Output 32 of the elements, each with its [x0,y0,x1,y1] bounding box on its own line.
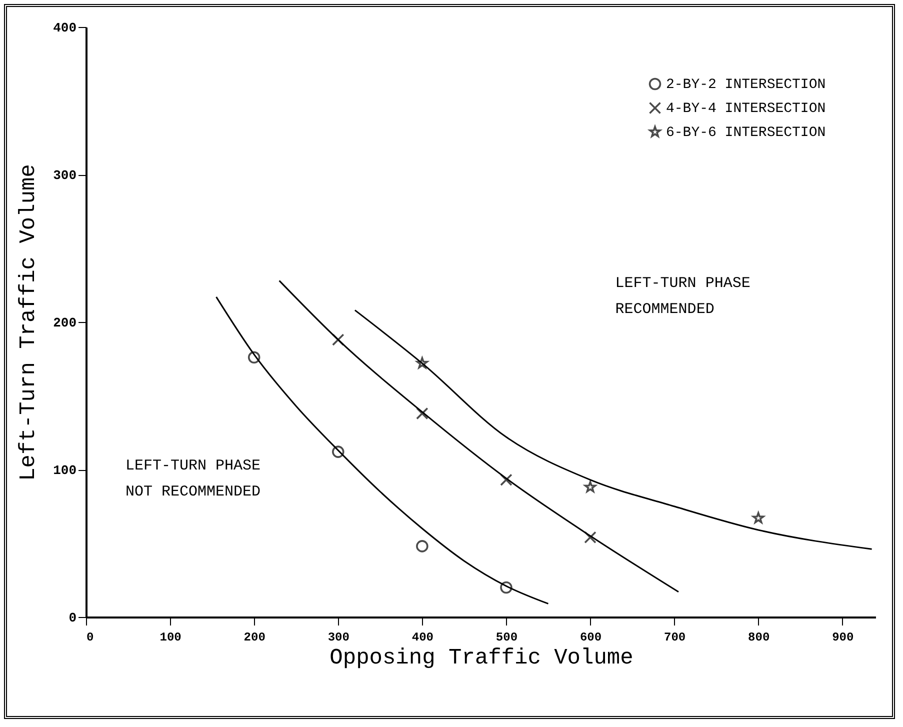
x-tick-label: 600 [580,630,602,644]
annotation: LEFT-TURN PHASE RECOMMENDED [615,274,750,318]
point [416,540,428,552]
x-tick-label: 900 [832,630,854,644]
y-tick-label: 200 [53,316,77,330]
y-tick-label: 400 [53,20,77,36]
point [584,481,596,492]
x-axis-title: Opposing Traffic Volume [330,646,634,670]
y-tick-label: 0 [68,610,77,626]
x-tick-label: 400 [412,630,434,644]
point [500,581,512,594]
x-tick-label: 500 [496,630,518,644]
point [500,474,512,486]
x-tick-label: 800 [748,630,770,644]
x-tick-label: 100 [160,630,182,644]
x-tick-label: 0 [86,630,94,644]
x-tick-label: 700 [664,630,686,644]
point [248,351,260,364]
legend-label: 6-BY-6 INTERSECTION [666,125,826,141]
y-tick-label: 100 [53,463,77,478]
point [416,357,428,368]
point [332,334,344,346]
point [416,407,428,420]
y-tick-label: 300 [53,168,77,183]
point [332,446,344,458]
legend-label: 4-BY-4 INTERSECTION [666,101,826,117]
y-axis-title: Left-Turn Traffic Volume [16,164,42,481]
x-tick-label: 300 [328,630,350,644]
point [584,531,596,544]
legend-label: 2-BY-2 INTERSECTION [666,77,826,93]
annotation: LEFT-TURN PHASE NOT RECOMMENDED [126,458,261,501]
x-tick-label: 200 [244,630,266,644]
